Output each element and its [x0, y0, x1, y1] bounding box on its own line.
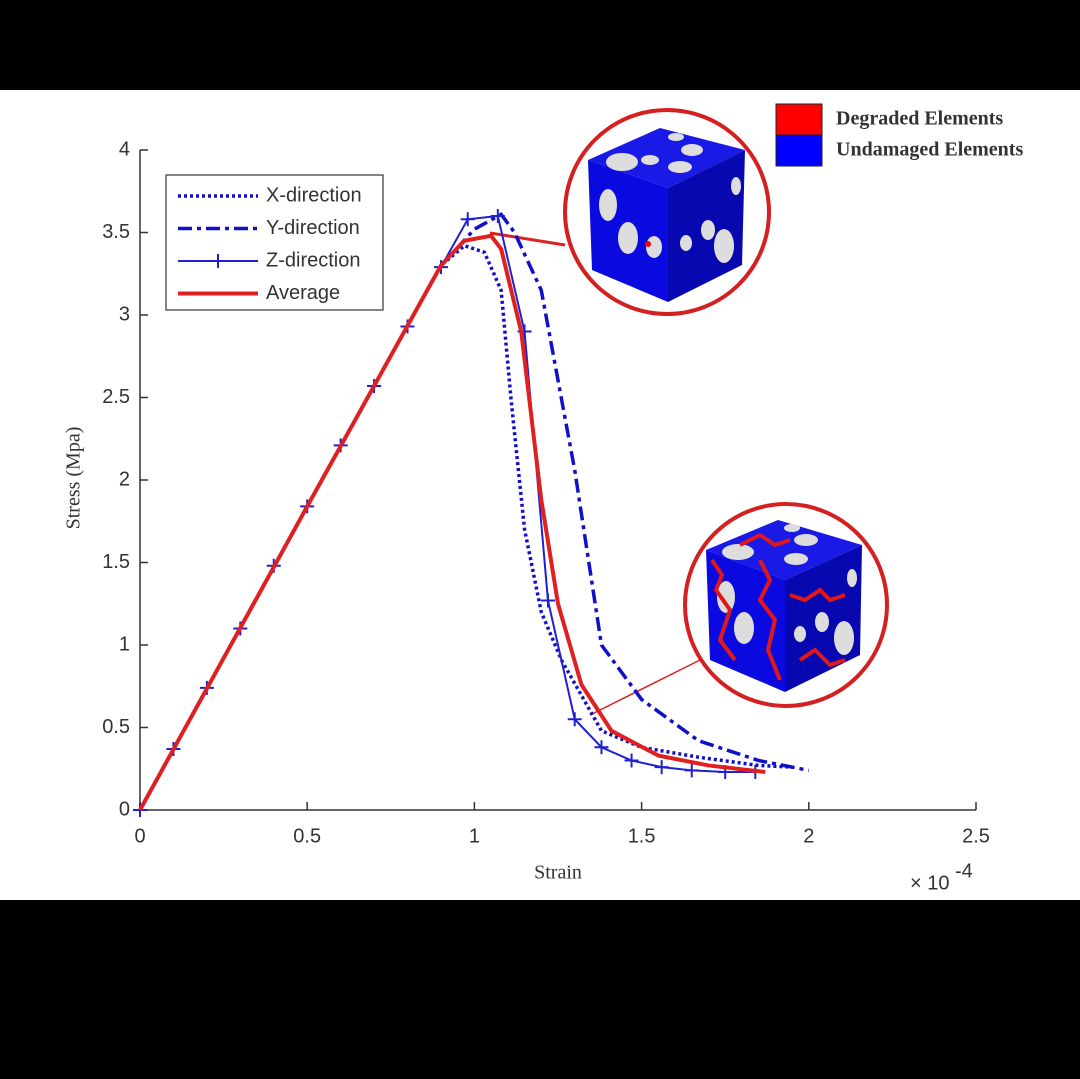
inset-cube-intact [489, 108, 771, 316]
x-tick-label: 2.5 [962, 825, 990, 847]
y-tick-label: 3.5 [102, 221, 130, 243]
x-tick-label: 0 [134, 825, 145, 847]
point-marker [624, 753, 639, 768]
x-multiplier-exponent: -4 [955, 860, 973, 882]
y-tick-label: 1 [119, 633, 130, 655]
legend-marker [211, 254, 225, 268]
y-tick-label: 2.5 [102, 386, 130, 408]
legend-label: Average [266, 282, 340, 304]
y-tick-label: 4 [119, 138, 130, 160]
point-marker [654, 760, 669, 775]
inset-legend-swatch [775, 134, 823, 167]
legend-label: Z-direction [266, 249, 360, 271]
inset-cube-damaged [589, 502, 889, 716]
point-marker [594, 740, 609, 755]
x-tick-label: 0.5 [293, 825, 321, 847]
inset-legend-swatch [775, 103, 823, 136]
point-marker [540, 593, 555, 608]
inset-legend-label: Degraded Elements [836, 108, 1003, 130]
x-tick-label: 2 [803, 825, 814, 847]
y-tick-label: 3 [119, 303, 130, 325]
point-marker [490, 209, 505, 223]
x-tick-label: 1.5 [628, 825, 656, 847]
legend-label: X-direction [266, 184, 362, 206]
legend-label: Y-direction [266, 217, 360, 239]
y-tick-label: 2 [119, 468, 130, 490]
y-tick-label: 0 [119, 798, 130, 820]
y-tick-label: 0.5 [102, 716, 130, 738]
point-marker [684, 763, 699, 778]
point-marker [567, 712, 582, 727]
x-tick-label: 1 [469, 825, 480, 847]
point-marker [460, 212, 475, 227]
y-tick-label: 1.5 [102, 551, 130, 573]
series-line [138, 233, 766, 811]
x-multiplier: × 10 [910, 872, 949, 894]
inset-legend-label: Undamaged Elements [836, 139, 1023, 161]
x-axis-label: Strain [534, 862, 582, 884]
y-axis-label: Stress (Mpa) [63, 427, 85, 530]
